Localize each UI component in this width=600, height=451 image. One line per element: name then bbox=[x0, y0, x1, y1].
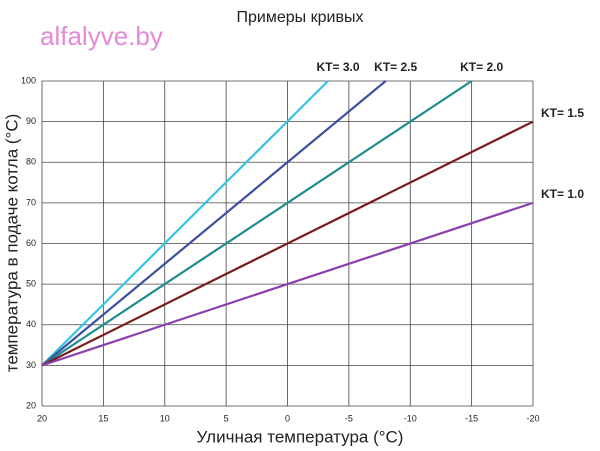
series-label: KT= 3.0 bbox=[316, 60, 359, 74]
y-tick-label: 40 bbox=[26, 319, 36, 329]
x-tick-label: -5 bbox=[345, 413, 353, 423]
series-line bbox=[41, 80, 473, 367]
y-tick-label: 50 bbox=[26, 279, 36, 289]
series-line bbox=[41, 80, 329, 367]
x-tick-label: 0 bbox=[285, 413, 290, 423]
series-line bbox=[41, 201, 534, 367]
series-line bbox=[41, 120, 534, 367]
y-tick-label: 30 bbox=[26, 360, 36, 370]
series-line bbox=[41, 80, 387, 367]
x-tick-label: 20 bbox=[37, 413, 47, 423]
y-tick-label: 20 bbox=[26, 400, 36, 410]
chart-title: Примеры кривых bbox=[237, 9, 364, 26]
series-label: KT= 2.5 bbox=[374, 60, 417, 74]
y-tick-label: 60 bbox=[26, 238, 36, 248]
series-label: KT= 1.5 bbox=[541, 106, 584, 120]
x-axis-label: Уличная температура (°C) bbox=[197, 427, 404, 446]
x-tick-label: 5 bbox=[224, 413, 229, 423]
y-tick-label: 80 bbox=[26, 157, 36, 167]
watermark: alfalyve.by bbox=[40, 21, 163, 51]
series-label: KT= 2.0 bbox=[460, 60, 503, 74]
y-tick-label: 70 bbox=[26, 197, 36, 207]
y-tick-label: 100 bbox=[21, 75, 36, 85]
x-tick-label: 10 bbox=[160, 413, 170, 423]
y-tick-label: 90 bbox=[26, 116, 36, 126]
x-tick-label: -15 bbox=[465, 413, 478, 423]
y-axis-label: температура в подаче котла (°C) bbox=[2, 114, 21, 373]
x-tick-label: -20 bbox=[526, 413, 539, 423]
x-tick-label: -10 bbox=[404, 413, 417, 423]
series-label: KT= 1.0 bbox=[541, 187, 584, 201]
x-tick-label: 15 bbox=[98, 413, 108, 423]
